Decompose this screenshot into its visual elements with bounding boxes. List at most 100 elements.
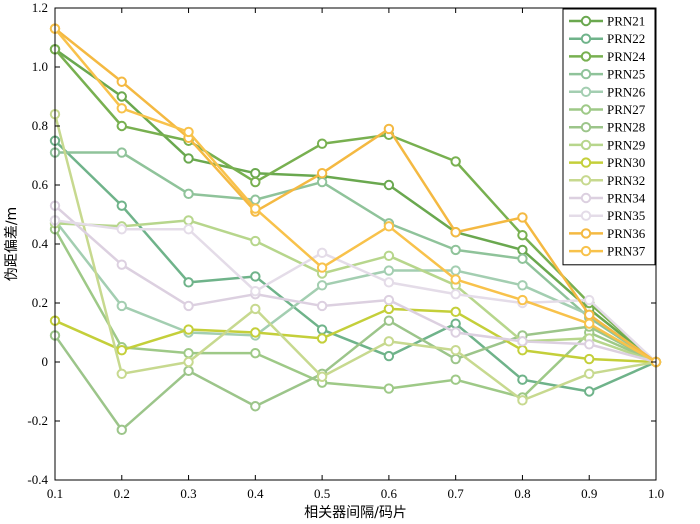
data-point xyxy=(450,306,461,318)
data-point xyxy=(450,353,461,365)
data-point xyxy=(517,253,528,264)
series-line xyxy=(54,27,657,364)
data-point xyxy=(316,247,328,259)
data-point xyxy=(250,286,261,297)
legend-item-prn37: PRN37 xyxy=(569,244,646,259)
data-point xyxy=(517,280,528,291)
legend-item-prn34: PRN34 xyxy=(569,191,646,206)
plot-lines xyxy=(49,23,662,436)
legend-marker xyxy=(580,210,592,221)
data-point xyxy=(316,176,328,188)
data-point xyxy=(183,126,194,138)
legend-item-prn25: PRN25 xyxy=(569,67,645,82)
data-point xyxy=(183,224,194,235)
x-tick-label: 0.4 xyxy=(247,486,264,501)
data-point xyxy=(584,309,595,320)
series-line xyxy=(54,219,657,364)
data-point xyxy=(383,265,395,276)
y-tick-label: -0.2 xyxy=(27,413,48,428)
data-point xyxy=(183,153,194,164)
data-point xyxy=(517,294,528,306)
series-line xyxy=(54,139,657,393)
data-point xyxy=(450,227,461,238)
x-tick-label: 0.6 xyxy=(381,486,398,501)
x-tick-label: 1.0 xyxy=(648,486,664,501)
legend-marker xyxy=(580,122,592,133)
data-point xyxy=(450,318,461,329)
data-point xyxy=(250,327,261,338)
data-point xyxy=(116,76,127,87)
data-point xyxy=(383,277,395,288)
series-prn37 xyxy=(49,23,662,368)
data-point xyxy=(116,120,127,132)
y-tick-label: 0.4 xyxy=(32,236,49,251)
legend-marker xyxy=(580,104,592,115)
series-prn26 xyxy=(49,215,662,368)
data-point xyxy=(116,300,127,312)
legend-label: PRN35 xyxy=(607,208,645,223)
data-point xyxy=(250,194,261,205)
data-point xyxy=(383,250,395,262)
series-line xyxy=(54,48,657,363)
x-tick-label: 0.8 xyxy=(514,486,530,501)
series-prn36 xyxy=(49,23,662,368)
legend-item-prn26: PRN26 xyxy=(569,84,646,99)
legend-label: PRN21 xyxy=(607,14,645,29)
legend-label: PRN24 xyxy=(607,49,646,64)
data-point xyxy=(316,371,328,382)
series-prn32 xyxy=(49,109,662,406)
data-point xyxy=(116,200,127,211)
legend-item-prn32: PRN32 xyxy=(569,173,645,188)
data-point xyxy=(250,168,261,179)
series-prn27 xyxy=(49,224,662,403)
series-line xyxy=(54,307,657,364)
data-point xyxy=(450,274,461,285)
legend-label: PRN32 xyxy=(607,173,645,188)
legend-marker xyxy=(580,68,592,80)
legend-label: PRN29 xyxy=(607,137,645,152)
data-point xyxy=(517,395,528,406)
series-line xyxy=(55,151,657,364)
legend-label: PRN22 xyxy=(607,31,645,46)
data-point xyxy=(250,176,261,188)
data-point xyxy=(250,203,261,214)
data-point xyxy=(450,374,461,385)
data-point xyxy=(517,229,528,241)
data-point xyxy=(183,324,194,335)
data-point xyxy=(584,368,595,379)
legend-label: PRN37 xyxy=(607,244,646,259)
data-point xyxy=(584,386,595,397)
data-point xyxy=(383,294,395,306)
legend-label: PRN25 xyxy=(607,67,645,82)
series-line xyxy=(54,219,657,363)
series-line xyxy=(53,319,657,432)
data-point xyxy=(517,212,528,223)
data-point xyxy=(183,277,194,288)
data-point xyxy=(383,221,395,232)
data-point xyxy=(116,368,127,379)
x-tick-label: 0.3 xyxy=(180,486,196,501)
data-point xyxy=(584,318,595,329)
legend-label: PRN27 xyxy=(607,102,646,117)
data-point xyxy=(316,262,328,273)
series-line xyxy=(53,113,657,402)
y-tick-label: 1.2 xyxy=(32,0,48,15)
axes: 0.1 0.2 0.3 0.4 0.5 0.6 0.7 0.8 0.9 1.0 -0.4 -0.2 0 0… xyxy=(27,0,664,501)
legend-marker xyxy=(580,245,592,257)
x-tick-label: 0.5 xyxy=(314,486,330,501)
data-point xyxy=(450,156,461,167)
y-tick-label: 0.6 xyxy=(32,177,49,192)
y-tick-label: -0.4 xyxy=(27,472,48,487)
data-point xyxy=(316,138,328,149)
legend-item-prn29: PRN29 xyxy=(569,137,645,152)
series-line xyxy=(54,204,657,364)
y-tick-label: 0.2 xyxy=(32,295,48,310)
y-tick-label: 0.8 xyxy=(32,118,48,133)
data-point xyxy=(316,324,328,335)
y-tick-label: 0 xyxy=(42,354,49,369)
legend-label: PRN26 xyxy=(607,84,646,99)
legend-item-prn28: PRN28 xyxy=(569,120,645,135)
legend-item-prn30: PRN30 xyxy=(569,155,645,170)
data-point xyxy=(584,353,595,365)
data-point xyxy=(116,424,127,436)
